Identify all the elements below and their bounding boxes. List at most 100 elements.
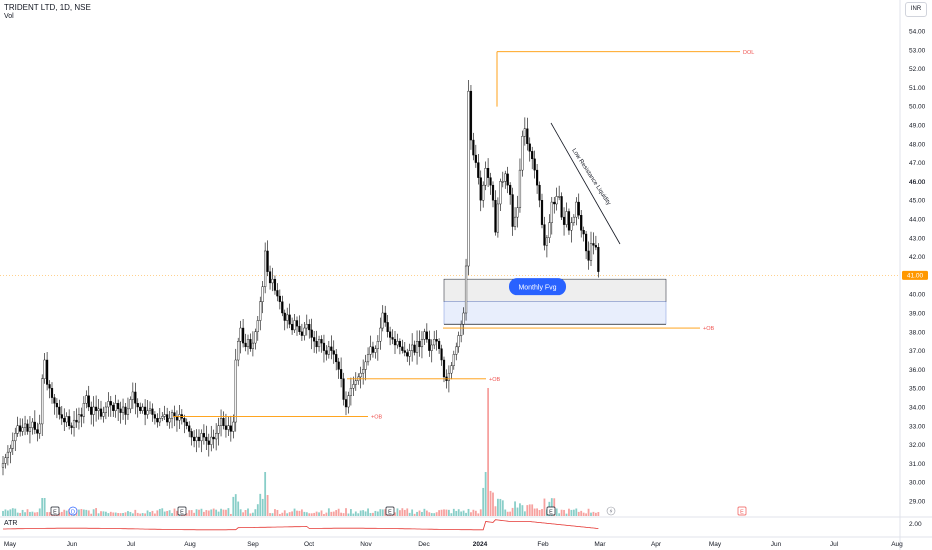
- earnings-marker[interactable]: E: [737, 506, 747, 516]
- volume-bar: [587, 508, 590, 516]
- volume-bar: [501, 500, 504, 516]
- candle-body: [229, 425, 232, 432]
- candle-body: [452, 354, 455, 366]
- candle-body: [406, 352, 409, 357]
- volume-bar: [134, 509, 137, 516]
- lightning-icon[interactable]: [606, 506, 616, 516]
- price-tick: 51.00: [909, 85, 926, 92]
- volume-bar: [313, 512, 316, 516]
- time-tick: Sep: [247, 541, 259, 548]
- candle-body: [205, 436, 208, 442]
- candle-body: [28, 427, 32, 432]
- candle-body: [347, 395, 350, 408]
- candle-body: [219, 418, 223, 426]
- price-tick: 50.00: [909, 104, 926, 111]
- event-marker-label: E: [388, 510, 392, 516]
- candle-body: [114, 403, 117, 411]
- trendline[interactable]: [550, 122, 621, 245]
- volume-bar: [151, 510, 154, 516]
- monthly-fvg-zone[interactable]: Monthly Fvg: [443, 278, 667, 325]
- volume-bar: [352, 513, 355, 516]
- dividend-marker[interactable]: D: [68, 506, 78, 516]
- earnings-marker[interactable]: E: [177, 506, 187, 516]
- candle-body: [477, 162, 480, 178]
- volume-bar: [411, 509, 414, 516]
- volume-bar: [185, 513, 188, 516]
- volume-bar: [541, 509, 543, 516]
- candle-body: [396, 341, 399, 346]
- volume-bar: [450, 513, 453, 516]
- candle-body: [68, 416, 71, 426]
- time-tick: Aug: [891, 541, 903, 548]
- candle-body: [26, 423, 29, 432]
- candle-body: [562, 216, 566, 225]
- candle-body: [251, 342, 254, 349]
- candle-body: [317, 339, 321, 348]
- time-axis[interactable]: May Jun Jul Aug Sep Oct Nov Dec 2024 Feb Mar Apr May…: [4, 541, 903, 548]
- level-lines[interactable]: DOL +OB +OB +OB: [173, 50, 754, 421]
- volume-bar: [195, 509, 198, 516]
- candle-body: [550, 201, 553, 223]
- volume-bar: [372, 512, 374, 516]
- volume-bar: [271, 513, 274, 516]
- candle-body: [518, 169, 522, 208]
- candle-body: [479, 177, 482, 201]
- earnings-marker[interactable]: E: [385, 506, 395, 516]
- candle-body: [97, 408, 100, 411]
- candle-body: [168, 418, 171, 423]
- candle-body: [420, 339, 424, 348]
- candle-body: [153, 414, 156, 419]
- volume-bar: [474, 510, 477, 516]
- price-tick: 42.00: [909, 254, 926, 261]
- candle-body: [413, 344, 416, 353]
- candle-body: [442, 359, 446, 378]
- candle-body: [9, 448, 12, 453]
- candle-body: [362, 369, 365, 374]
- candle-body: [425, 331, 428, 340]
- price-tick: 45.00: [909, 198, 926, 205]
- volume-bar: [457, 509, 460, 516]
- candle-body: [462, 312, 465, 325]
- price-axis[interactable]: 54.00 53.00 52.00 51.00 50.00 49.00 48.00 47.00…: [909, 29, 926, 506]
- volume-bar: [38, 508, 41, 516]
- fvg-badge[interactable]: [509, 278, 566, 296]
- volume-bar: [460, 511, 463, 516]
- candle-body: [143, 406, 147, 415]
- volume-bar: [367, 508, 369, 516]
- volume-bar: [440, 509, 443, 516]
- candle-body: [31, 421, 34, 428]
- candle-body: [489, 177, 492, 186]
- candle-body: [499, 181, 502, 205]
- volume-bar: [114, 512, 117, 516]
- volume-bar: [283, 510, 286, 516]
- candle-body: [266, 250, 269, 272]
- volume-bar: [374, 510, 377, 516]
- earnings-marker[interactable]: E: [50, 506, 60, 516]
- fvg-lower: [443, 301, 667, 325]
- volume-bar: [494, 506, 497, 516]
- price-tick: 34.00: [909, 405, 926, 412]
- candle-body: [359, 372, 362, 378]
- currency-button[interactable]: INR: [905, 2, 927, 17]
- symbol-title[interactable]: TRIDENT LTD, 1D, NSE: [4, 3, 91, 12]
- price-tick: 32.00: [909, 442, 926, 449]
- candle-body: [567, 211, 571, 231]
- earnings-marker[interactable]: E: [546, 506, 556, 516]
- volume-bar: [497, 498, 499, 516]
- volume-bar: [119, 513, 122, 516]
- volume-bar: [210, 509, 213, 516]
- candle-body: [536, 169, 539, 186]
- candle-body: [582, 230, 585, 235]
- volume-bar: [212, 508, 215, 516]
- candle-body: [374, 348, 377, 353]
- candle-body: [48, 384, 51, 389]
- candle-body: [246, 339, 250, 348]
- volume-bar: [276, 509, 279, 516]
- price-tick: 35.00: [909, 386, 926, 393]
- candle-body: [190, 431, 193, 438]
- volume-bar: [379, 509, 382, 516]
- candle-body: [65, 416, 68, 423]
- price-tick: 49.00: [909, 123, 926, 130]
